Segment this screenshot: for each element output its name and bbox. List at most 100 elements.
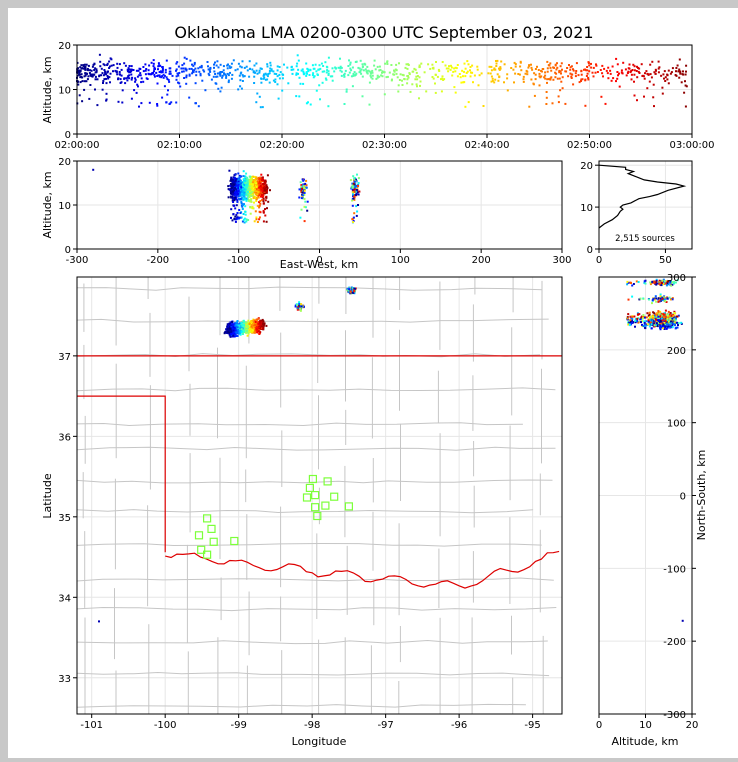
ns-source-point [627,313,630,316]
time-source-point [127,67,130,70]
ew-source-point [256,221,259,223]
ns-source-point [655,280,658,282]
time-source-point [125,77,128,80]
time-source-point [448,65,450,68]
ew-source-point [230,179,233,182]
time-source-point [230,77,233,80]
ns-source-point [657,298,660,301]
time-source-point [684,80,686,83]
time-source-point [219,90,222,93]
state-border-red-river [165,550,560,589]
plan-source-point [237,328,240,331]
time-source-point [298,76,301,79]
time-source-point [80,73,83,76]
time-source-point [207,68,210,71]
time-source-point [580,73,583,76]
plan-source-point [242,330,245,333]
plan-source-point [245,325,248,327]
time-source-point [406,67,409,70]
time-source-point [230,62,233,65]
ns-panel-ylabel: North-South, km [695,450,708,541]
latitude-axis-tick-label: 34 [58,593,71,604]
time-source-point [237,88,240,91]
time-source-point [558,69,561,72]
ew-altitude-axis-tick-label: 20 [58,157,71,168]
time-source-point [202,69,205,72]
time-source-point [415,75,418,78]
time-source-point [368,81,371,84]
ns-source-point [651,299,654,302]
plan-source-point [237,324,239,327]
ew-source-point [246,176,249,179]
time-source-point [615,57,618,60]
ns-source-point [675,317,677,320]
plan-source-point [227,329,230,332]
time-source-point [585,75,588,77]
time-source-point [560,80,563,83]
time-source-point [306,72,308,75]
time-source-point [226,64,229,67]
plan-source-point [351,291,354,294]
time-source-point [599,69,602,71]
ew-source-point [265,188,268,191]
ew-source-point [240,216,243,219]
time-source-point [79,70,82,73]
time-source-point [624,68,627,71]
time-source-point [130,65,133,68]
plan-source-point [98,620,100,623]
ns-source-point [631,321,634,324]
time-source-point [248,75,251,78]
time-source-point [352,73,355,75]
time-source-point [321,70,324,73]
ew-source-point [231,185,234,188]
time-source-point [291,72,294,75]
time-source-point [78,71,81,74]
time-source-point [240,71,243,74]
time-source-point [94,75,97,78]
time-source-point [584,78,587,81]
time-source-point [339,69,342,72]
ns-source-point [666,297,669,300]
ew-source-point [240,202,243,205]
ew-source-point [235,184,238,187]
ew-source-point [253,201,255,204]
time-source-point [194,67,197,70]
ew-source-point [266,207,268,210]
time-source-point [329,75,332,78]
time-source-point [158,75,161,78]
time-source-point [142,80,145,83]
time-source-point [596,71,599,73]
ew-source-point [256,184,259,187]
ns-axis-tick-label: -300 [663,710,686,721]
plan-source-point [250,321,252,323]
ew-source-point [232,201,235,203]
longitude-axis-tick-label: -97 [377,720,393,731]
ew-source-point [230,176,233,179]
ew-source-point [352,197,355,200]
time-source-point [498,68,501,71]
time-source-point [434,82,436,85]
ew-source-point [240,182,243,185]
ew-source-point [236,183,239,186]
plan-source-point [256,326,259,329]
time-source-point [587,76,590,79]
time-source-point [158,71,161,73]
plan-source-point [236,328,238,330]
time-source-point [633,69,636,72]
ew-source-point [351,182,354,185]
plan-panel-frame [76,276,563,715]
plan-source-point [241,325,244,328]
time-source-point [580,69,583,72]
ns-source-point [668,323,671,326]
ns-source-point [653,325,656,328]
time-axis-tick-label: 02:50:00 [567,140,612,151]
lma-station-marker [230,536,239,546]
ew-source-point [241,190,244,193]
time-source-point [191,63,193,66]
time-source-point [115,71,118,74]
time-source-point [376,74,379,77]
time-source-point [345,88,348,91]
ew-source-point [246,182,249,185]
ns-axis-tick-label: -100 [663,564,686,575]
time-source-point [340,70,343,73]
